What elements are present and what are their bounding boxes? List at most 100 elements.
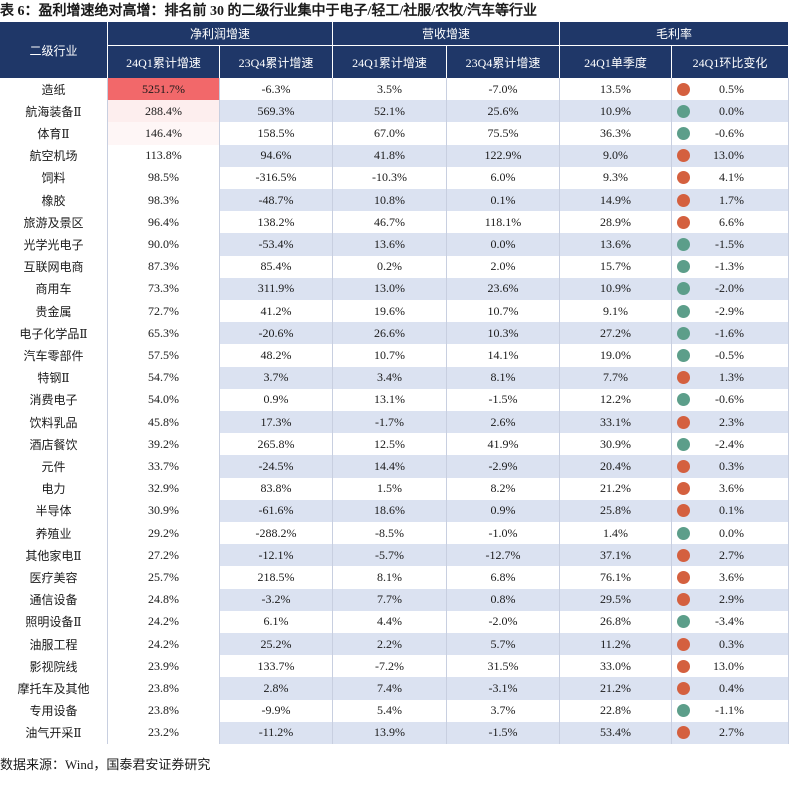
- cell-value: 41.2%: [220, 300, 333, 323]
- industry-name: 医疗美容: [0, 566, 108, 589]
- cell-value: 17.3%: [220, 411, 333, 434]
- cell-value: 19.6%: [333, 300, 447, 323]
- indicator-dot: [677, 127, 690, 140]
- industry-name: 电子化学品Ⅱ: [0, 322, 108, 345]
- cell-value: 5.4%: [333, 699, 447, 722]
- cell-value: 54.7%: [108, 366, 220, 389]
- cell-value: 41.8%: [333, 144, 447, 167]
- group-header: 净利润增速: [108, 22, 333, 46]
- cell-value: -1.5%: [672, 233, 789, 256]
- cell-value: 13.6%: [333, 233, 447, 256]
- cell-value: 12.2%: [560, 388, 672, 411]
- indicator-dot: [677, 215, 690, 229]
- cell-value: 288.4%: [108, 100, 220, 123]
- cell-value: 30.9%: [108, 499, 220, 522]
- cell-value: 85.4%: [220, 255, 333, 278]
- industry-name: 照明设备Ⅱ: [0, 610, 108, 633]
- cell-value: 24.2%: [108, 633, 220, 656]
- industry-name: 旅游及景区: [0, 211, 108, 234]
- indicator-dot: [677, 282, 690, 296]
- cell-value: 83.8%: [220, 477, 333, 500]
- cell-value: 24.2%: [108, 610, 220, 633]
- group-header: 营收增速: [333, 22, 560, 46]
- cell-value: 13.0%: [333, 277, 447, 300]
- cell-value: 5251.7%: [108, 78, 220, 101]
- cell-value: 2.2%: [333, 633, 447, 656]
- indicator-dot: [677, 615, 690, 629]
- cell-value: 3.5%: [333, 78, 447, 101]
- sub-header: 24Q1累计增速: [333, 46, 447, 78]
- cell-value: 113.8%: [108, 144, 220, 167]
- cell-value: -5.7%: [333, 544, 447, 567]
- cell-value: 33.1%: [560, 411, 672, 434]
- industry-name: 互联网电商: [0, 255, 108, 278]
- cell-value: 1.3%: [672, 366, 789, 389]
- industry-name: 航空机场: [0, 144, 108, 167]
- cell-value: 53.4%: [560, 721, 672, 744]
- indicator-dot: [677, 460, 690, 473]
- industry-name: 造纸: [0, 78, 108, 101]
- cell-value: 3.6%: [672, 477, 789, 500]
- industry-name: 航海装备Ⅱ: [0, 100, 108, 123]
- cell-value: 96.4%: [108, 211, 220, 234]
- indicator-dot: [677, 504, 690, 518]
- cell-value: 8.1%: [333, 566, 447, 589]
- cell-value: 5.7%: [447, 633, 560, 656]
- row-header: 二级行业: [0, 22, 108, 78]
- cell-value: 9.3%: [560, 166, 672, 189]
- cell-value: 32.9%: [108, 477, 220, 500]
- indicator-dot: [677, 548, 690, 562]
- cell-value: 158.5%: [220, 122, 333, 145]
- cell-value: 39.2%: [108, 433, 220, 456]
- cell-value: 2.8%: [220, 677, 333, 700]
- industry-name: 酒店餐饮: [0, 433, 108, 456]
- cell-value: -2.9%: [672, 300, 789, 323]
- cell-value: 3.7%: [447, 699, 560, 722]
- cell-value: 26.6%: [333, 322, 447, 345]
- cell-value: 8.1%: [447, 366, 560, 389]
- cell-value: -48.7%: [220, 189, 333, 212]
- cell-value: 27.2%: [108, 544, 220, 567]
- cell-value: -12.1%: [220, 544, 333, 567]
- cell-value: 23.2%: [108, 721, 220, 744]
- cell-value: -3.2%: [220, 588, 333, 611]
- cell-value: 569.3%: [220, 100, 333, 123]
- cell-value: 72.7%: [108, 300, 220, 323]
- indicator-dot: [677, 682, 690, 695]
- cell-value: 0.2%: [333, 255, 447, 278]
- cell-value: -288.2%: [220, 522, 333, 545]
- indicator-dot: [677, 349, 690, 362]
- cell-value: 20.4%: [560, 455, 672, 478]
- cell-value: 2.9%: [672, 588, 789, 611]
- cell-value: 2.0%: [447, 255, 560, 278]
- cell-value: 24.8%: [108, 588, 220, 611]
- cell-value: 9.1%: [560, 300, 672, 323]
- cell-value: 12.5%: [333, 433, 447, 456]
- indicator-dot: [677, 260, 690, 274]
- industry-name: 影视院线: [0, 655, 108, 678]
- cell-value: 10.3%: [447, 322, 560, 345]
- cell-value: 10.7%: [447, 300, 560, 323]
- cell-value: -7.0%: [447, 78, 560, 101]
- cell-value: 13.1%: [333, 388, 447, 411]
- industry-name: 电力: [0, 477, 108, 500]
- cell-value: 3.6%: [672, 566, 789, 589]
- table-title: 表 6：盈利增速绝对高增：排名前 30 的二级行业集中于电子/轻工/社服/农牧/…: [0, 4, 538, 19]
- cell-value: -2.4%: [672, 433, 789, 456]
- cell-value: 8.2%: [447, 477, 560, 500]
- cell-value: 25.6%: [447, 100, 560, 123]
- industry-name: 汽车零部件: [0, 344, 108, 367]
- cell-value: 7.4%: [333, 677, 447, 700]
- cell-value: -24.5%: [220, 455, 333, 478]
- cell-value: -10.3%: [333, 166, 447, 189]
- cell-value: 23.9%: [108, 655, 220, 678]
- industry-name: 半导体: [0, 499, 108, 522]
- cell-value: -20.6%: [220, 322, 333, 345]
- cell-value: 21.2%: [560, 677, 672, 700]
- cell-value: 23.8%: [108, 677, 220, 700]
- cell-value: 0.5%: [672, 78, 789, 101]
- indicator-dot: [677, 326, 690, 340]
- sub-header: 24Q1单季度: [560, 46, 672, 78]
- cell-value: 21.2%: [560, 477, 672, 500]
- cell-value: 26.8%: [560, 610, 672, 633]
